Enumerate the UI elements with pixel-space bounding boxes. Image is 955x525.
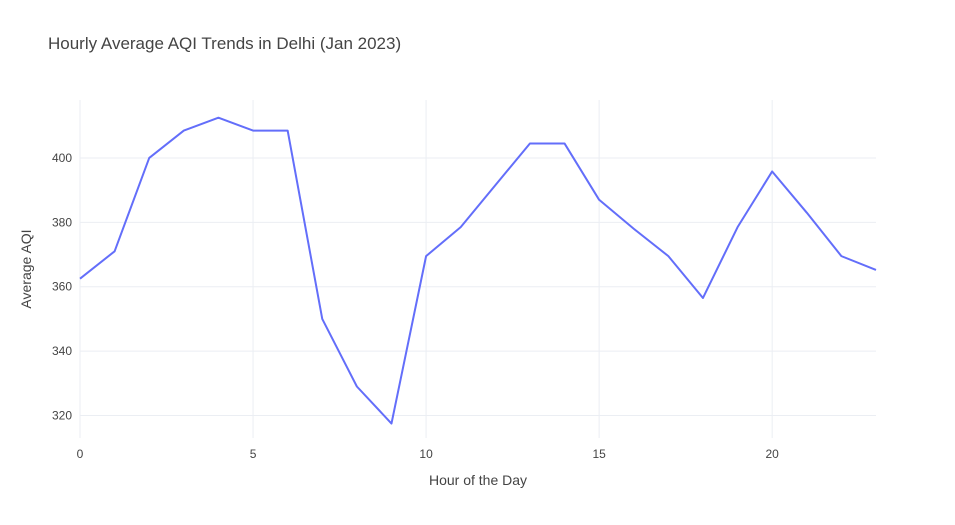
y-tick-label: 400 [52, 151, 72, 165]
y-axis-title: Average AQI [18, 229, 34, 308]
line-layer [79, 116, 877, 425]
x-tick-label: 15 [592, 447, 606, 461]
x-tick-label: 0 [77, 447, 84, 461]
x-tick-label: 20 [765, 447, 779, 461]
y-tick-label: 320 [52, 408, 72, 422]
tick-layer: 320 340 360 380 400 0 5 10 15 20 [52, 151, 779, 461]
series-line [79, 116, 877, 425]
y-tick-label: 380 [52, 215, 72, 229]
x-tick-label: 10 [419, 447, 433, 461]
y-tick-label: 340 [52, 344, 72, 358]
x-axis-title: Hour of the Day [429, 472, 527, 488]
chart-title: Hourly Average AQI Trends in Delhi (Jan … [48, 34, 402, 53]
y-tick-label: 360 [52, 280, 72, 294]
x-tick-label: 5 [250, 447, 257, 461]
grid-layer [79, 100, 876, 438]
